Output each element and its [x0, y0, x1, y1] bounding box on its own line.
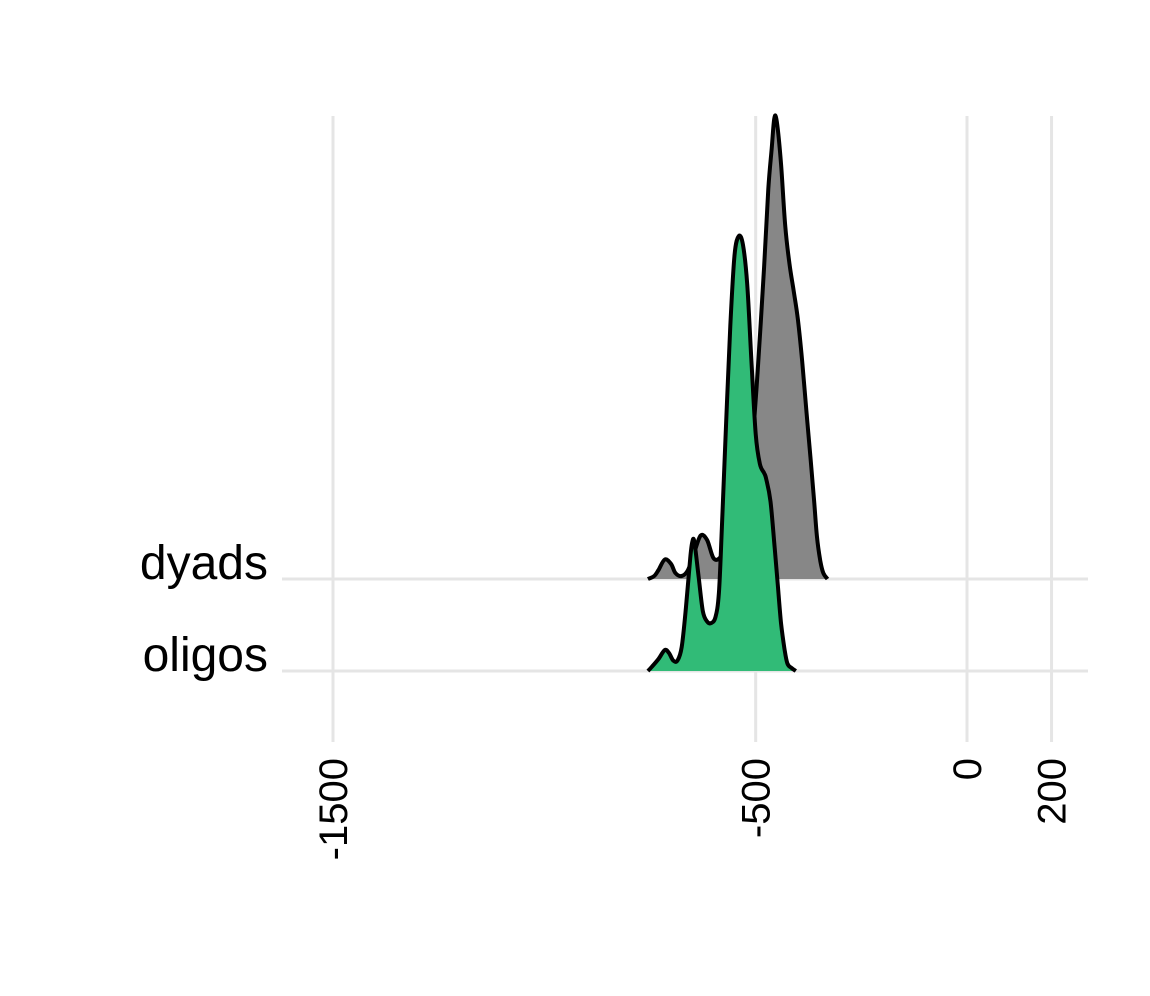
- ridge-outline-oligos: [646, 233, 797, 673]
- ridge-layer: [646, 113, 830, 673]
- row-label-dyads: dyads: [140, 537, 268, 590]
- row-label-oligos: oligos: [143, 629, 268, 682]
- x-tick-label: 200: [1031, 758, 1075, 825]
- x-tick-label: -1500: [312, 758, 356, 860]
- ridge-outline-dyads: [647, 113, 830, 581]
- tick-label-layer: -1500 -500 0 200: [312, 758, 1075, 860]
- ridge-area-dyads: [647, 115, 828, 579]
- x-tick-label: -500: [735, 758, 779, 838]
- x-tick-label: 0: [946, 758, 990, 780]
- ridge-area-oligos: [647, 235, 796, 672]
